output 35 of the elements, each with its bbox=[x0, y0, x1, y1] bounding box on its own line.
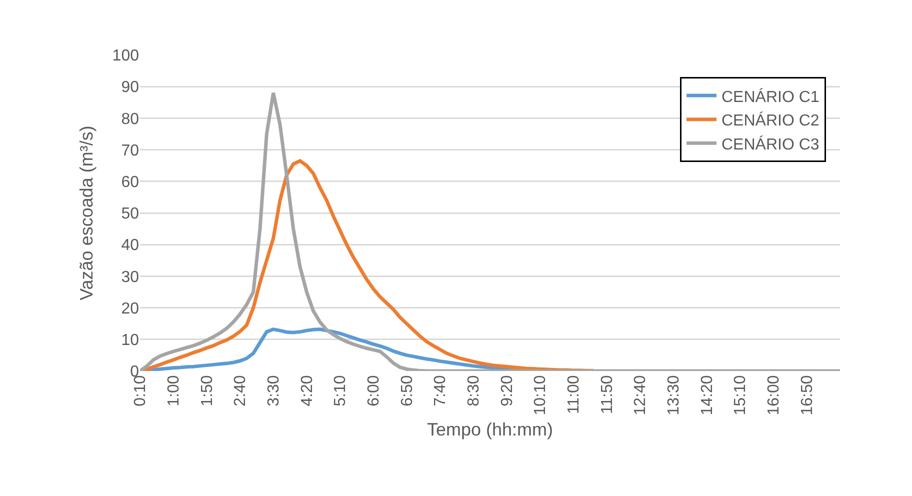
x-tick-label: 1:50 bbox=[198, 375, 216, 406]
x-tick-label: 2:40 bbox=[232, 375, 250, 406]
x-tick-label: 10:10 bbox=[532, 375, 550, 416]
x-tick-label: 6:50 bbox=[398, 375, 416, 406]
x-tick-label: 8:30 bbox=[466, 375, 483, 406]
x-tick-label: 7:40 bbox=[432, 375, 450, 406]
x-tick-label: 9:20 bbox=[498, 375, 516, 406]
y-tick-label: 80 bbox=[121, 110, 140, 128]
x-axis-title: Tempo (hh:mm) bbox=[426, 419, 554, 440]
y-tick-label: 60 bbox=[121, 174, 140, 191]
x-tick-label: 12:40 bbox=[632, 375, 650, 416]
x-tick-label: 16:50 bbox=[798, 375, 816, 416]
legend-label: CENÁRIO C2 bbox=[722, 112, 820, 130]
y-tick-label: 20 bbox=[121, 300, 140, 318]
x-tick-label: 15:10 bbox=[732, 375, 750, 416]
x-tick-label: 11:00 bbox=[566, 375, 583, 414]
legend-label: CENÁRIO C1 bbox=[722, 88, 820, 106]
y-tick-label: 70 bbox=[121, 142, 140, 160]
y-tick-label: 100 bbox=[112, 48, 140, 65]
x-tick-label: 4:20 bbox=[298, 375, 316, 406]
x-tick-label: 11:50 bbox=[598, 375, 616, 414]
y-tick-label: 40 bbox=[121, 237, 140, 254]
x-tick-label: 3:30 bbox=[266, 375, 283, 406]
x-tick-label: 14:20 bbox=[698, 375, 716, 416]
x-tick-label: 1:00 bbox=[166, 375, 183, 406]
legend-label: CENÁRIO C3 bbox=[722, 135, 820, 154]
x-tick-label: 5:10 bbox=[332, 375, 350, 406]
x-tick-label: 13:30 bbox=[666, 375, 683, 416]
y-tick-label: 90 bbox=[121, 79, 140, 96]
y-axis-title: Vazão escoada (m³/s) bbox=[76, 126, 96, 300]
y-tick-label: 50 bbox=[121, 206, 140, 223]
x-tick-label: 6:00 bbox=[366, 375, 383, 406]
y-tick-label: 10 bbox=[121, 332, 140, 349]
x-tick-label: 16:00 bbox=[766, 375, 783, 416]
y-tick-label: 30 bbox=[121, 268, 140, 286]
